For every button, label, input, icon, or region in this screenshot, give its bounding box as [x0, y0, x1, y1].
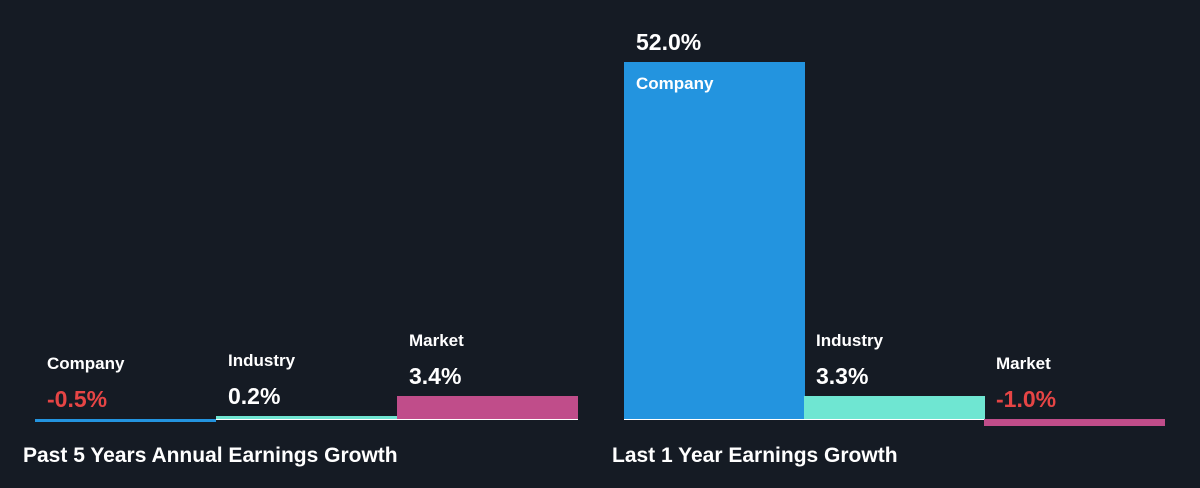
value-label-company: 52.0%: [636, 28, 702, 55]
value-label-market: -1.0%: [996, 386, 1057, 412]
category-label-market: Market: [996, 354, 1051, 373]
bar-company: [35, 419, 216, 423]
bar-industry: [216, 416, 397, 419]
bar-industry: [804, 396, 985, 419]
bar-market: [397, 395, 578, 419]
baseline: [624, 419, 1165, 420]
value-label-industry: 0.2%: [228, 383, 281, 409]
panel-title: Past 5 Years Annual Earnings Growth: [23, 444, 398, 467]
category-label-industry: Industry: [228, 351, 296, 370]
category-label-company: Company: [47, 354, 125, 373]
panel-title: Last 1 Year Earnings Growth: [612, 444, 898, 467]
baseline: [35, 419, 578, 420]
value-label-company: -0.5%: [47, 386, 108, 412]
category-label-company: Company: [636, 73, 714, 93]
category-label-market: Market: [409, 330, 464, 350]
past-5-years-panel: Past 5 Years Annual Earnings Growth -0.5…: [23, 330, 578, 467]
bar-market: [984, 419, 1165, 426]
last-1-year-panel: Last 1 Year Earnings Growth 52.0% Company…: [600, 0, 1200, 488]
value-label-industry: 3.3%: [816, 363, 869, 390]
category-label-industry: Industry: [816, 331, 884, 351]
bar-company: [624, 61, 805, 419]
value-label-market: 3.4%: [409, 362, 462, 389]
